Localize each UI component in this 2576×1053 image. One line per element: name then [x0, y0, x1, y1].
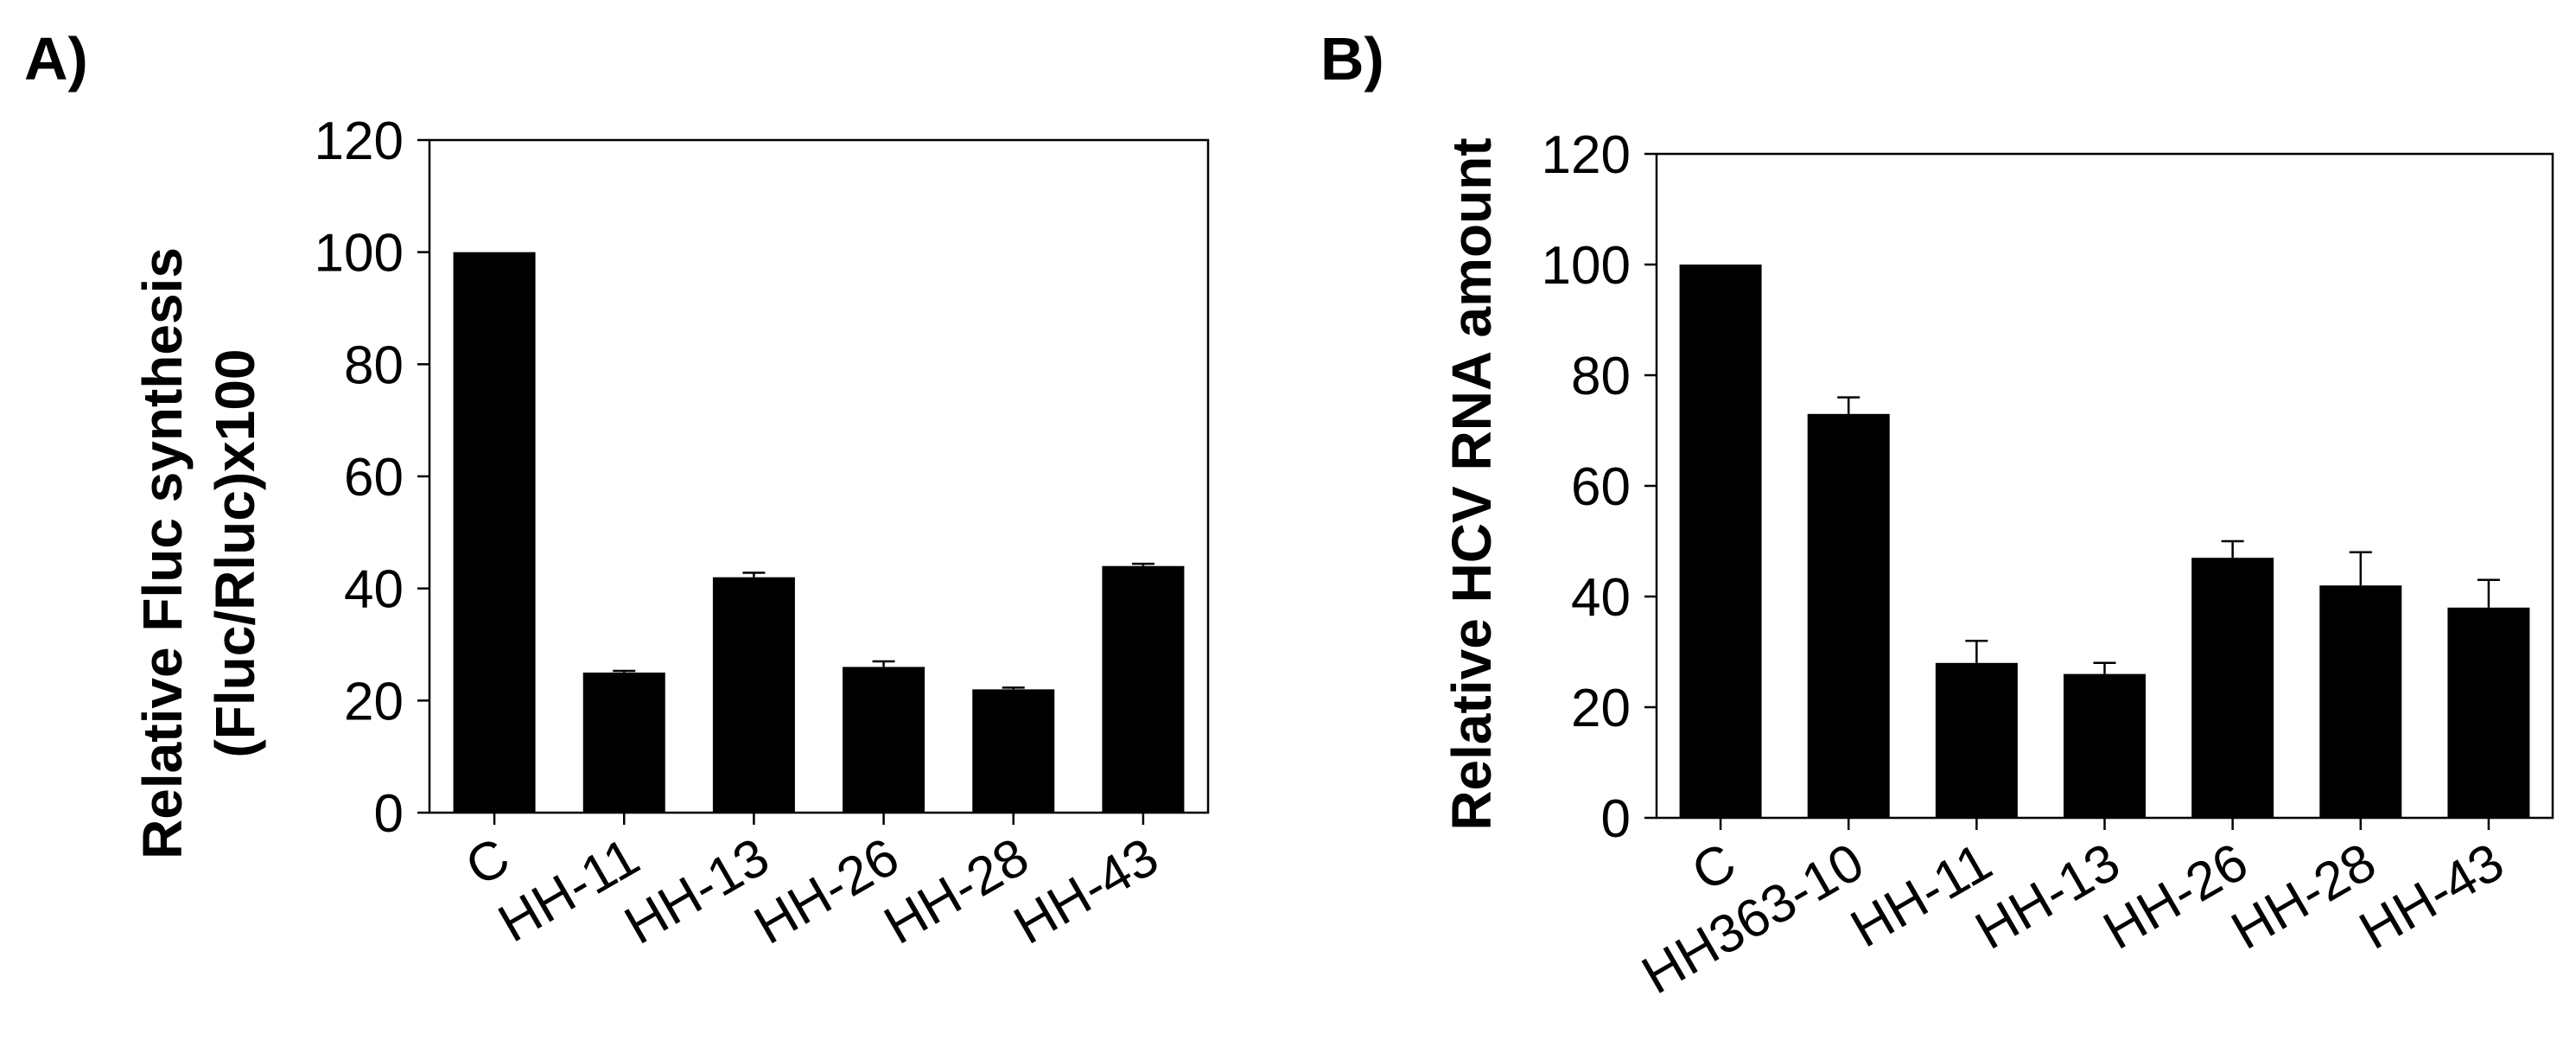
panel-b-bar	[1935, 662, 2018, 818]
panel-a-y-tick-label: 100	[315, 224, 404, 284]
panel-b-plot-area: 020406080100120CHH363-10HH-11HH-13HH-26H…	[1542, 125, 2554, 1005]
panel-b-category-label: HH-28	[2222, 832, 2386, 960]
panel-b-bar	[2191, 558, 2274, 818]
panel-a-category-label: HH-26	[745, 826, 909, 955]
panel-b-bar	[2319, 585, 2402, 818]
panel-a-category-label: C	[456, 826, 519, 897]
panel-b-label: B)	[1320, 25, 1384, 93]
panel-a-bar	[712, 577, 795, 813]
panel-b-y-tick-label: 100	[1542, 236, 1631, 296]
panel-a-y-tick-label: 60	[344, 448, 404, 507]
panel-a-category-label: HH-13	[615, 826, 779, 955]
panel-b-y-tick-label: 60	[1571, 457, 1631, 517]
panel-b-y-axis-title-line1: Relative HCV RNA amount	[1441, 137, 1503, 830]
panel-b-category-label: C	[1682, 832, 1746, 903]
panel-a-category-label: HH-28	[875, 826, 1039, 955]
panel-a-plot-area: 0 20 40 60 80 100 120 CHH-11HH-13HH-26HH-28HH-4…	[315, 112, 1210, 956]
panel-b-category-label: HH363-10	[1632, 832, 1873, 1005]
panel-b-y-tick-label: 80	[1571, 347, 1631, 406]
panel-a-y-tick-label: 40	[344, 560, 404, 620]
panel-b-bar	[2064, 673, 2146, 818]
panel-a-bar	[453, 252, 536, 814]
panel-b-bar	[1679, 265, 1762, 818]
panel-a-category-label: HH-11	[489, 826, 650, 954]
panel-b-y-tick-label: 120	[1542, 125, 1631, 185]
panel-b-category-label: HH-13	[1966, 832, 2130, 960]
panel-b-y-axis-title: Relative HCV RNA amount	[1441, 137, 1503, 830]
panel-a-category-label: HH-43	[1004, 826, 1168, 955]
panel-a-y-axis-title-line2: (Fluc/Rluc)x100	[204, 348, 266, 757]
panel-a-y-tick-label: 120	[315, 112, 404, 171]
panel-a-bar	[972, 689, 1055, 813]
panel-a-y-tick-label: 0	[374, 784, 404, 844]
panel-b-bar	[2447, 607, 2530, 818]
panel-b-category-label: HH-43	[2350, 832, 2514, 960]
panel-a-bar	[843, 667, 925, 813]
panel-b-category-label: HH-11	[1841, 832, 2002, 959]
panel-b: B) Relative HCV RNA amount 0 20 40 60 80 100 1…	[1320, 25, 2554, 1005]
panel-b-bar	[1807, 413, 1890, 818]
panel-b-y-tick-label: 0	[1601, 789, 1631, 849]
panel-a-label: A)	[24, 25, 88, 93]
panel-a-bar	[582, 672, 665, 813]
panel-a-bar	[1102, 565, 1185, 813]
panel-b-category-label: HH-26	[2094, 832, 2258, 960]
panel-a-y-tick-label: 20	[344, 672, 404, 731]
panel-a: A) Relative Fluc synthesis (Fluc/Rluc)x1…	[24, 25, 1210, 956]
panel-b-y-tick-label: 40	[1571, 568, 1631, 628]
panel-a-y-tick-label: 80	[344, 335, 404, 395]
panel-a-y-axis-title: Relative Fluc synthesis (Fluc/Rluc)x100	[131, 247, 266, 859]
panel-a-y-axis-title-line1: Relative Fluc synthesis	[131, 247, 194, 859]
panel-b-y-tick-label: 20	[1571, 679, 1631, 738]
panel-a-plot-frame	[428, 138, 1210, 814]
